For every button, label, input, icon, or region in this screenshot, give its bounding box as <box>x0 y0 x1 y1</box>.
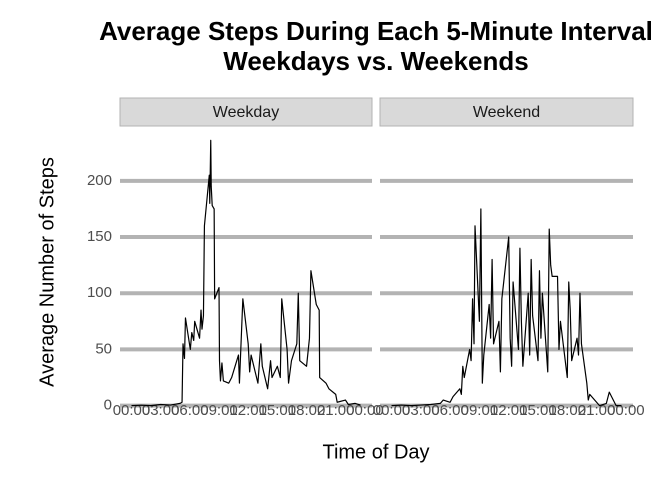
x-tick-label: 18:00 <box>288 402 326 419</box>
y-tick-label: 150 <box>87 228 112 245</box>
x-tick-label: 18:00 <box>549 402 587 419</box>
facet-label: Weekend <box>473 104 540 121</box>
chart-title: Average Steps During Each 5-Minute Inter… <box>99 16 653 46</box>
y-tick-label: 200 <box>87 172 112 189</box>
x-tick-label: 21:00 <box>317 402 355 419</box>
x-axis-title: Time of Day <box>322 441 429 463</box>
x-tick-label: 06:00 <box>171 402 209 419</box>
chart-title: Weekdays vs. Weekends <box>223 46 528 76</box>
x-tick-label: 21:00 <box>578 402 616 419</box>
facet-strip <box>379 97 634 127</box>
y-tick-label: 0 <box>104 397 112 414</box>
x-tick-label: 03:00 <box>142 402 180 419</box>
x-tick-label: 00:00 <box>113 402 151 419</box>
y-tick-label: 50 <box>95 340 112 357</box>
y-tick-label: 100 <box>87 284 112 301</box>
x-tick-label: 06:00 <box>431 402 469 419</box>
x-tick-label: 00:00 <box>373 402 411 419</box>
y-axis-title: Average Number of Steps <box>36 157 58 387</box>
x-tick-label: 15:00 <box>259 402 297 419</box>
data-line <box>391 208 622 407</box>
x-tick-label: 00:00 <box>346 402 384 419</box>
facet-strip <box>119 97 373 127</box>
x-tick-label: 09:00 <box>200 402 238 419</box>
x-tick-label: 09:00 <box>461 402 499 419</box>
data-line <box>131 139 361 407</box>
x-tick-label: 12:00 <box>229 402 267 419</box>
facet-label: Weekday <box>213 104 279 121</box>
x-tick-label: 12:00 <box>490 402 528 419</box>
x-tick-label: 15:00 <box>519 402 557 419</box>
x-tick-label: 00:00 <box>607 402 645 419</box>
